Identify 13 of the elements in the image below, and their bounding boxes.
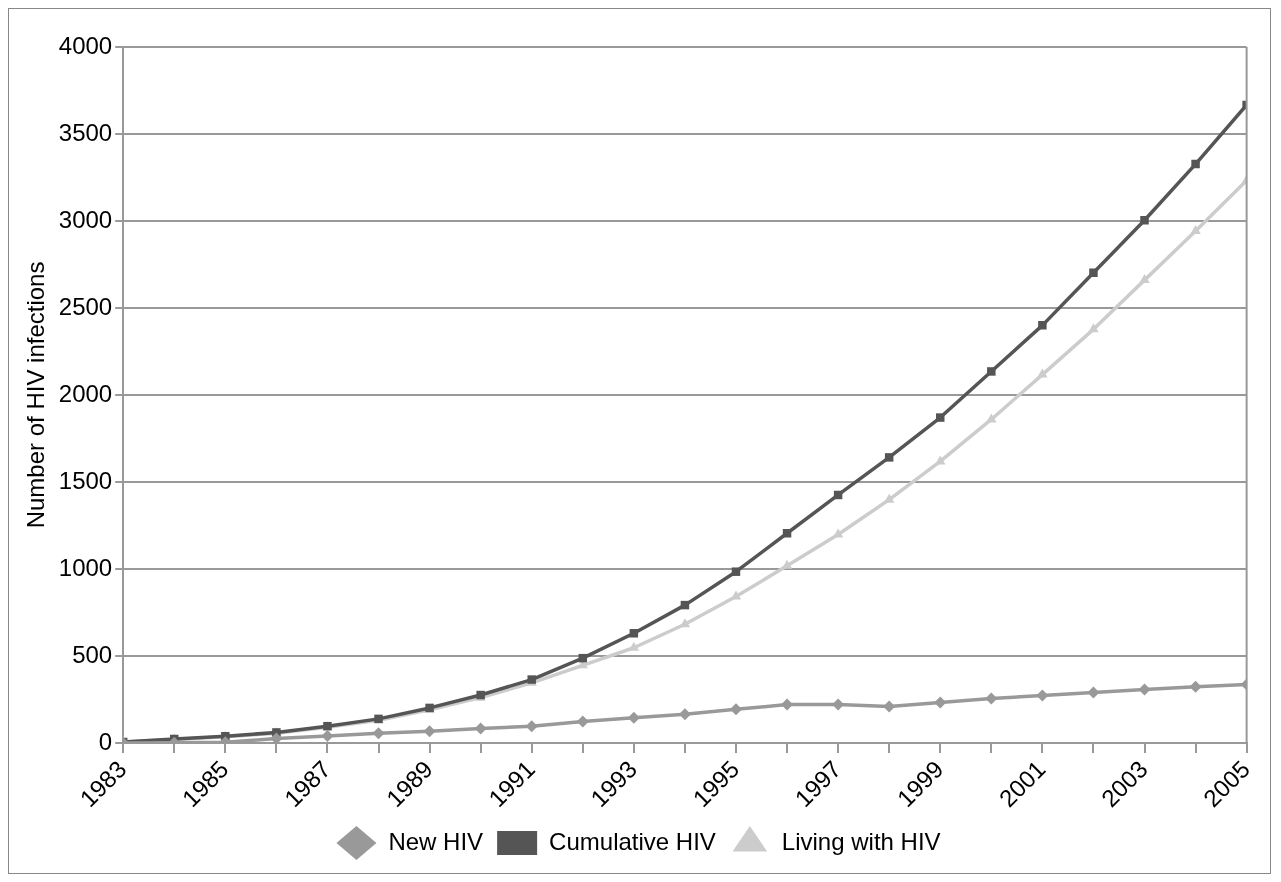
y-tick-label: 4000 (58, 31, 113, 59)
y-tick-label: 0 (98, 727, 113, 755)
y-tick-label: 2500 (58, 292, 113, 320)
y-tick-label: 3500 (58, 118, 113, 146)
legend-label: New HIV (388, 827, 484, 855)
legend-label: Living with HIV (781, 827, 941, 855)
y-axis-title: Number of HIV infections (22, 261, 50, 529)
y-tick-label: 500 (72, 640, 113, 668)
legend-label: Cumulative HIV (549, 827, 716, 855)
y-tick-label: 1500 (58, 466, 113, 494)
y-tick-label: 2000 (58, 379, 113, 407)
y-tick-label: 3000 (58, 205, 113, 233)
y-tick-label: 1000 (58, 553, 113, 581)
